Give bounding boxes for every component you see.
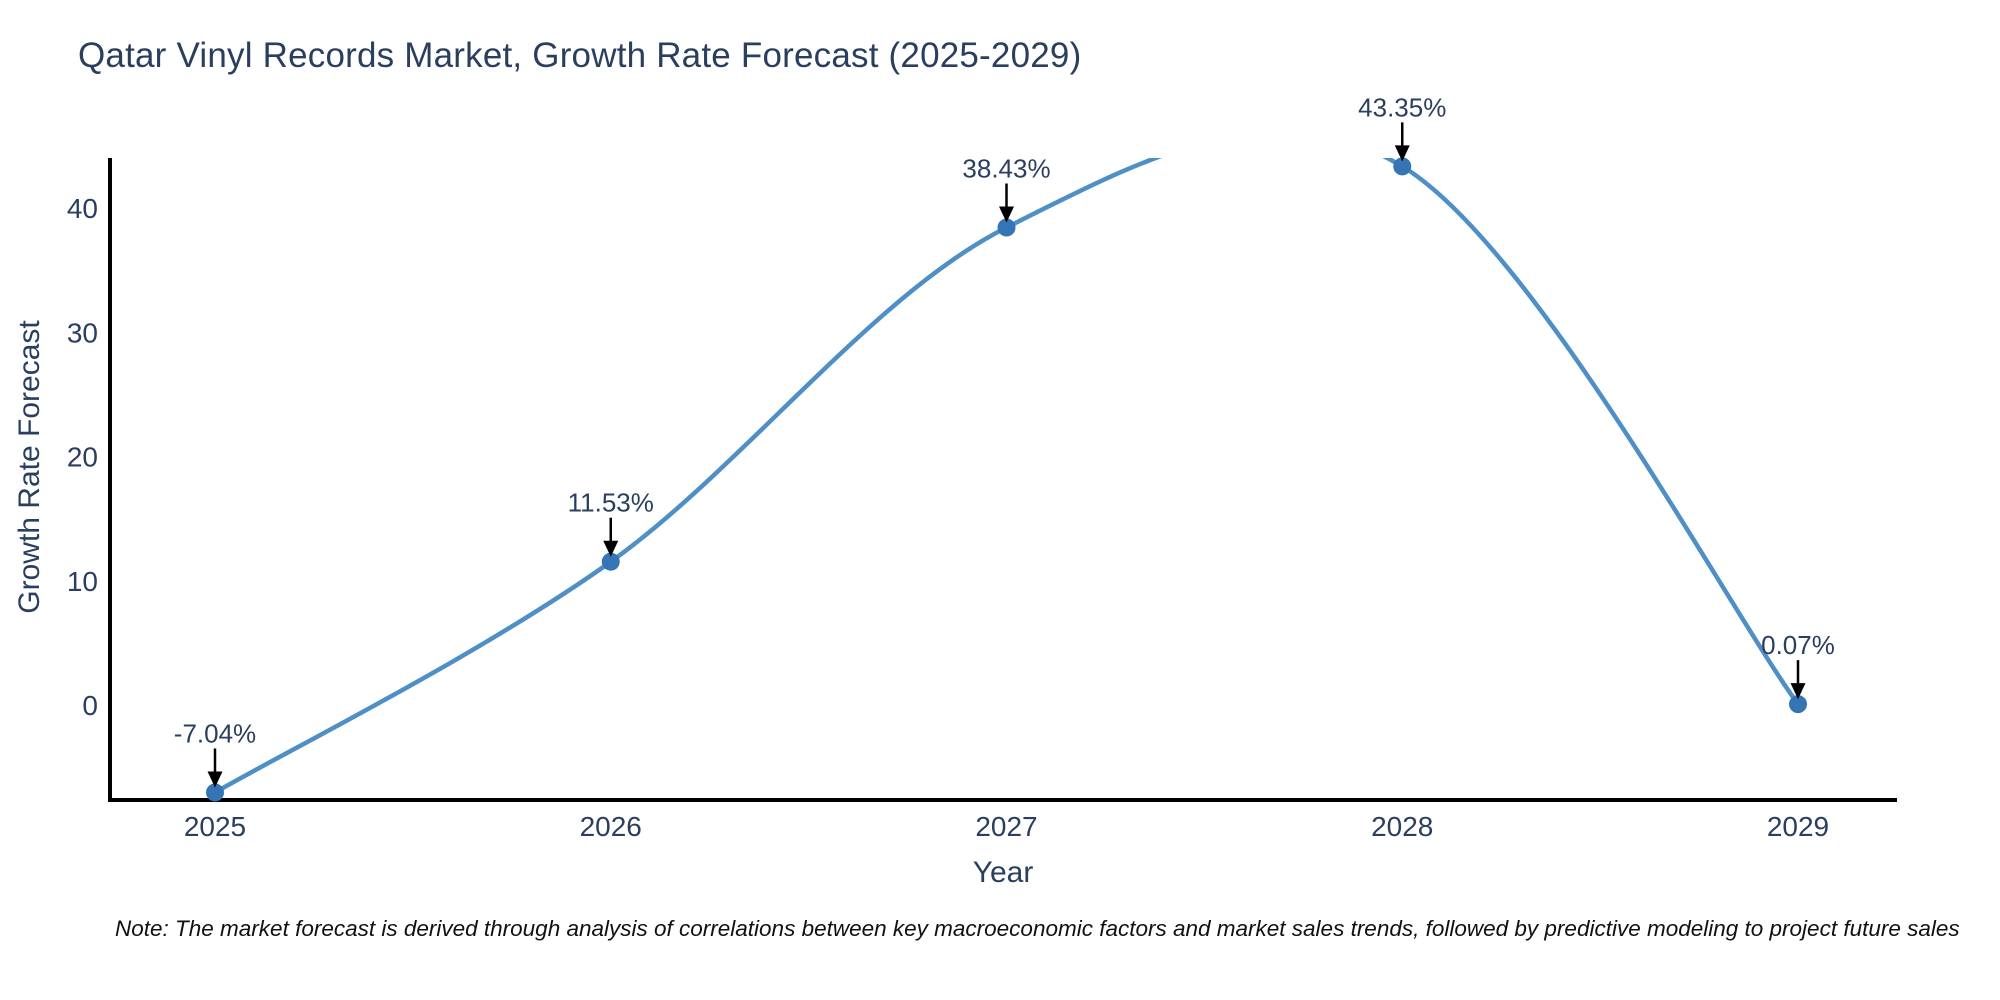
x-tick-label: 2025 <box>184 811 246 842</box>
annotation-label: 0.07% <box>1761 630 1835 660</box>
annotation-label: 11.53% <box>568 488 654 518</box>
y-tick-label: 10 <box>67 566 98 597</box>
y-tick-label: 20 <box>67 442 98 473</box>
y-tick-label: 30 <box>67 317 98 348</box>
data-point-2029 <box>1789 695 1807 714</box>
data-point-2028 <box>1393 157 1412 176</box>
footnote: Note: The market forecast is derived thr… <box>115 916 1960 941</box>
data-point-2025 <box>206 783 224 802</box>
forecast-curve <box>212 158 1801 795</box>
annotation-arrowhead <box>207 771 223 788</box>
annotation-arrowhead <box>999 206 1014 223</box>
data-point-2026 <box>601 552 620 571</box>
data-point-2027 <box>997 218 1016 237</box>
chart-title: Qatar Vinyl Records Market, Growth Rate … <box>78 36 1082 75</box>
x-tick-label: 2029 <box>1767 811 1829 842</box>
x-tick-label: 2026 <box>580 811 642 842</box>
x-tick-label: 2027 <box>975 811 1037 842</box>
y-axis-title: Growth Rate Forecast <box>13 320 46 614</box>
x-tick-label: 2028 <box>1371 811 1433 842</box>
annotation-label: 43.35% <box>1358 92 1446 122</box>
annotation-arrowhead <box>603 540 619 557</box>
y-tick-label: 40 <box>67 193 98 224</box>
annotation-label: -7.04% <box>174 718 256 748</box>
annotation-label: 38.43% <box>962 154 1050 184</box>
y-tick-label: 0 <box>82 690 98 721</box>
annotation-arrowhead <box>1394 145 1410 162</box>
x-axis-title: Year <box>972 856 1034 889</box>
annotation-arrowhead <box>1790 683 1806 700</box>
